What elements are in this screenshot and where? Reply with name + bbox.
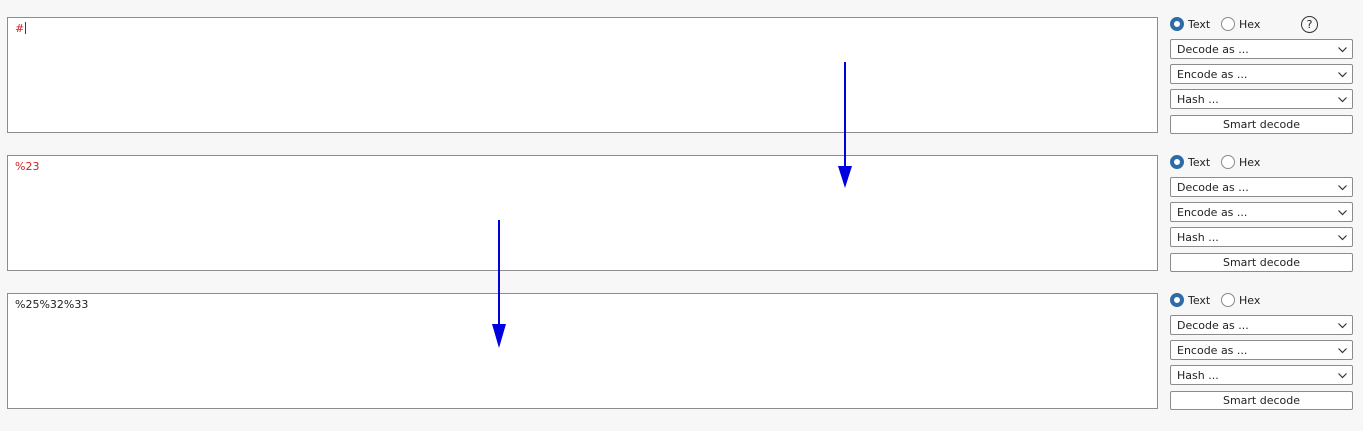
radio-text-label: Text	[1188, 293, 1211, 307]
radio-hex-2[interactable]: Hex	[1221, 155, 1260, 169]
format-radio-group-2: Text Hex	[1170, 155, 1353, 171]
smart-decode-button-3[interactable]: Smart decode	[1170, 391, 1353, 410]
radio-text-label: Text	[1188, 17, 1211, 31]
hash-dropdown-1[interactable]: Hash ...	[1170, 89, 1353, 109]
chevron-down-icon	[1338, 47, 1347, 53]
chevron-down-icon	[1338, 235, 1347, 241]
annotation-arrow-down-icon	[492, 220, 506, 348]
annotation-arrow-down-icon	[838, 62, 852, 188]
decode-as-dropdown-1[interactable]: Decode as ...	[1170, 39, 1353, 59]
radio-hex-3[interactable]: Hex	[1221, 293, 1260, 307]
editor-area-2[interactable]: %23	[7, 155, 1158, 271]
decode-as-dropdown-2[interactable]: Decode as ...	[1170, 177, 1353, 197]
decode-as-dropdown-3[interactable]: Decode as ...	[1170, 315, 1353, 335]
hash-dropdown-3[interactable]: Hash ...	[1170, 365, 1353, 385]
editor-content-1: #	[15, 22, 27, 35]
hash-label: Hash ...	[1177, 93, 1219, 106]
radio-dot-selected[interactable]	[1170, 293, 1184, 307]
chevron-down-icon	[1338, 210, 1347, 216]
smart-decode-button-1[interactable]: Smart decode	[1170, 115, 1353, 134]
encode-as-label: Encode as ...	[1177, 68, 1248, 81]
question-circle-icon[interactable]: ?	[1301, 16, 1318, 33]
format-radio-group-1: Text Hex ?	[1170, 16, 1353, 33]
encode-as-label: Encode as ...	[1177, 344, 1248, 357]
editor-content-3: %25%32%33	[15, 298, 89, 311]
encode-as-dropdown-1[interactable]: Encode as ...	[1170, 64, 1353, 84]
radio-dot-unselected[interactable]	[1221, 293, 1235, 307]
radio-hex-label: Hex	[1239, 155, 1261, 169]
chevron-down-icon	[1338, 185, 1347, 191]
chevron-down-icon	[1338, 348, 1347, 354]
decoder-panel-1: # Text Hex ? Decode as ... Encode as ...…	[0, 16, 1363, 155]
decode-as-label: Decode as ...	[1177, 181, 1249, 194]
radio-text-3[interactable]: Text	[1170, 293, 1210, 307]
editor-area-1[interactable]: #	[7, 17, 1158, 133]
hash-label: Hash ...	[1177, 369, 1219, 382]
radio-dot-unselected[interactable]	[1221, 17, 1235, 31]
radio-dot-selected[interactable]	[1170, 155, 1184, 169]
format-radio-group-3: Text Hex	[1170, 293, 1353, 309]
chevron-down-icon	[1338, 323, 1347, 329]
decoder-panel-2: %23 Text Hex Decode as ... Encode as ...…	[0, 155, 1363, 293]
text-caret	[25, 22, 27, 34]
decode-as-label: Decode as ...	[1177, 319, 1249, 332]
hash-label: Hash ...	[1177, 231, 1219, 244]
chevron-down-icon	[1338, 373, 1347, 379]
radio-dot-unselected[interactable]	[1221, 155, 1235, 169]
encode-as-label: Encode as ...	[1177, 206, 1248, 219]
encode-as-dropdown-2[interactable]: Encode as ...	[1170, 202, 1353, 222]
smart-decode-button-2[interactable]: Smart decode	[1170, 253, 1353, 272]
decoder-panel-3: %25%32%33 Text Hex Decode as ... Encode …	[0, 293, 1363, 431]
radio-text-1[interactable]: Text	[1170, 17, 1210, 31]
chevron-down-icon	[1338, 97, 1347, 103]
editor-content-2: %23	[15, 160, 40, 173]
encode-as-dropdown-3[interactable]: Encode as ...	[1170, 340, 1353, 360]
radio-hex-1[interactable]: Hex	[1221, 17, 1260, 31]
radio-text-2[interactable]: Text	[1170, 155, 1210, 169]
radio-text-label: Text	[1188, 155, 1211, 169]
decode-as-label: Decode as ...	[1177, 43, 1249, 56]
chevron-down-icon	[1338, 72, 1347, 78]
radio-hex-label: Hex	[1239, 293, 1261, 307]
radio-dot-selected[interactable]	[1170, 17, 1184, 31]
radio-hex-label: Hex	[1239, 17, 1261, 31]
hash-dropdown-2[interactable]: Hash ...	[1170, 227, 1353, 247]
editor-area-3[interactable]: %25%32%33	[7, 293, 1158, 409]
